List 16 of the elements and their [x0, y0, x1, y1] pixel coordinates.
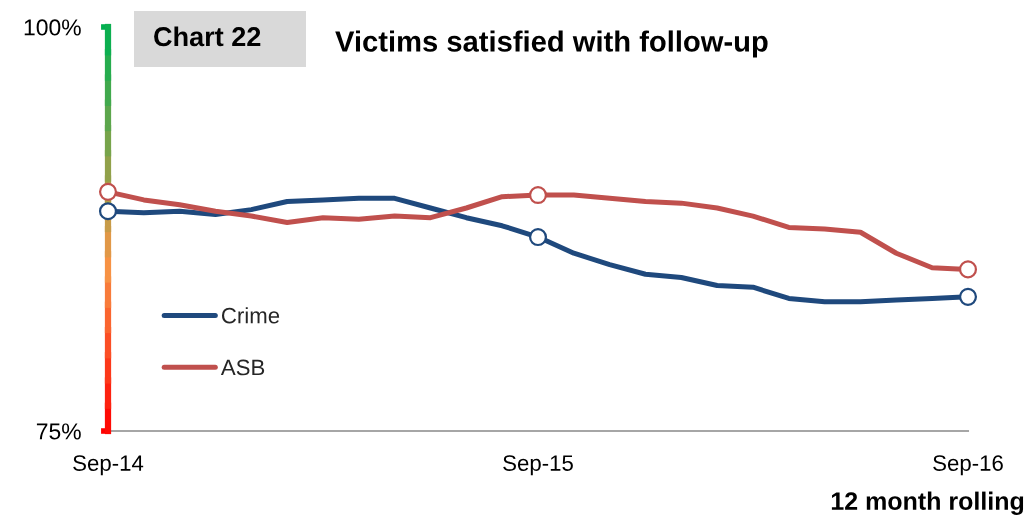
legend-label: ASB	[220, 359, 265, 376]
y-tick-label: 100%	[24, 19, 81, 36]
x-tick-label: Sep-16	[933, 455, 1003, 476]
point	[98, 182, 118, 201]
point	[528, 228, 548, 247]
legend-label: Crime	[221, 307, 280, 324]
x-tick-label: Sep-14	[73, 455, 144, 476]
point	[98, 202, 118, 221]
chart-title: Victims satisfied with follow-up	[335, 30, 768, 58]
point	[528, 186, 548, 205]
x-axis-title: 12 month rolling	[831, 491, 1024, 516]
annotation: Chart 22	[154, 26, 261, 47]
point	[958, 260, 978, 279]
point	[958, 287, 978, 306]
y-tick-label: 75%	[36, 423, 81, 440]
x-tick-label: Sep-15	[503, 455, 573, 476]
